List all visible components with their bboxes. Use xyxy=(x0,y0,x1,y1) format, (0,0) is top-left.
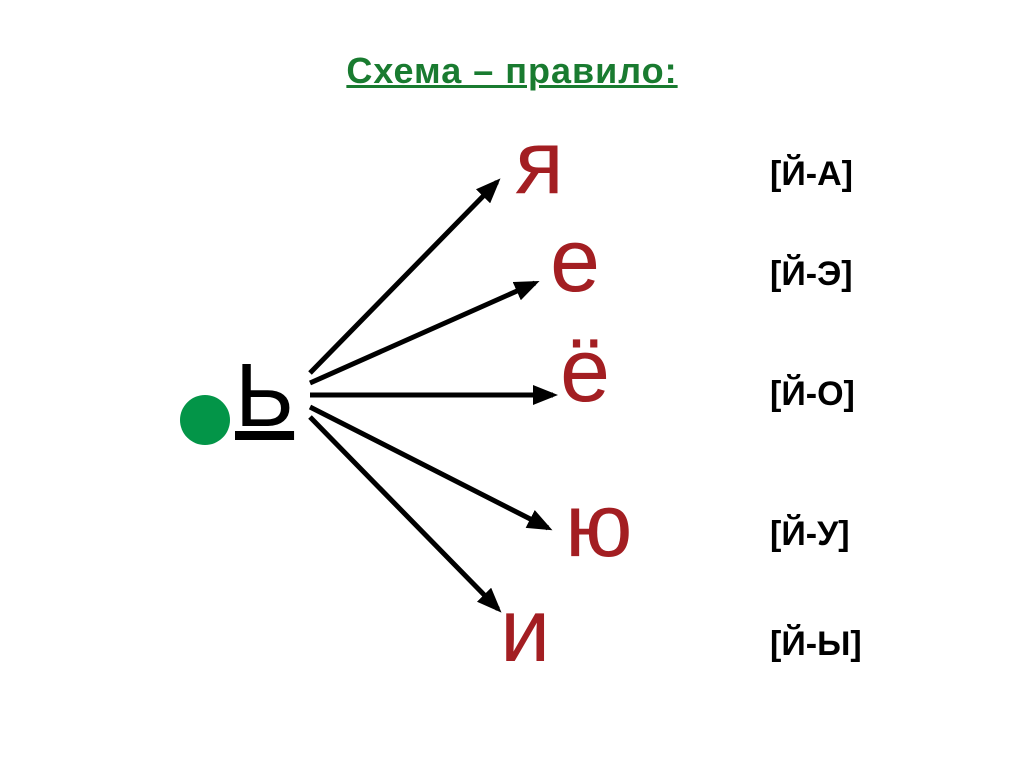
phonetic-label-4: [Й-Ы] xyxy=(770,625,862,664)
source-letter: Ь xyxy=(235,345,294,448)
phonetic-label-2: [Й-О] xyxy=(770,375,855,414)
target-letter-2: ё xyxy=(560,320,610,423)
diagram-area: Ь я[Й-А]е[Й-Э]ё[Й-О]ю[Й-У]и[Й-Ы] xyxy=(0,120,1024,720)
target-letter-1: е xyxy=(550,210,600,313)
source-dot xyxy=(180,395,230,445)
phonetic-label-0: [Й-А] xyxy=(770,155,853,194)
diagram-title: Схема – правило: xyxy=(346,50,677,92)
phonetic-label-1: [Й-Э] xyxy=(770,255,853,294)
arrow-0 xyxy=(310,182,497,373)
arrow-3 xyxy=(310,407,548,528)
target-letter-4: и xyxy=(500,580,550,683)
arrow-1 xyxy=(310,283,535,383)
target-letter-3: ю xyxy=(565,475,633,578)
arrow-4 xyxy=(310,417,498,609)
target-letter-0: я xyxy=(515,112,564,215)
phonetic-label-3: [Й-У] xyxy=(770,515,850,554)
